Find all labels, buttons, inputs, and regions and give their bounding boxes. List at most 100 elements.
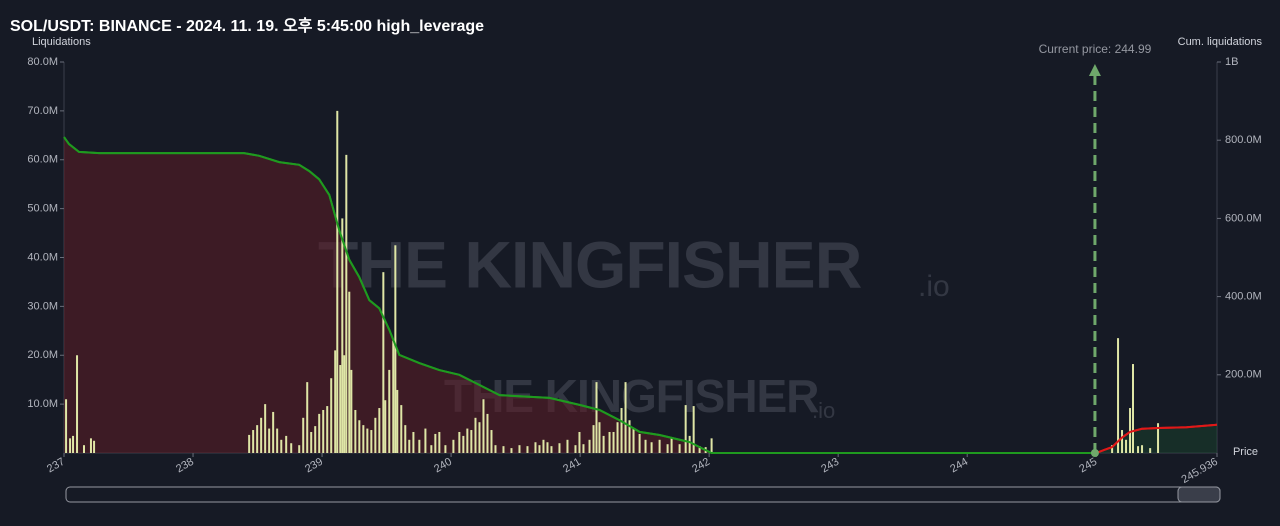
x-axis-label: Price xyxy=(1233,446,1258,458)
liquidation-bar xyxy=(538,445,541,453)
x-tick-label: 238 xyxy=(174,456,196,476)
liquidation-bar xyxy=(462,435,465,453)
cum-area xyxy=(64,137,1097,453)
liquidation-bar xyxy=(1149,448,1152,453)
y-tick-label: 50.0M xyxy=(27,203,58,215)
y-tick-label: 80.0M xyxy=(27,56,58,68)
liquidation-bar xyxy=(314,426,317,453)
liquidation-bar xyxy=(490,430,493,453)
liquidation-bar xyxy=(710,438,713,453)
liquidation-bar xyxy=(341,218,344,453)
liquidation-bar xyxy=(424,428,427,453)
liquidation-bar xyxy=(670,438,673,453)
liquidation-bar xyxy=(334,350,337,453)
liquidation-bar xyxy=(298,445,301,453)
liquidation-bar xyxy=(318,413,321,453)
liquidation-bar xyxy=(518,445,521,453)
liquidation-bar xyxy=(1117,338,1120,453)
liquidation-bar xyxy=(384,400,387,453)
liquidation-bar xyxy=(434,433,437,453)
liquidation-bar xyxy=(310,431,313,453)
watermark-suffix: .io xyxy=(812,398,835,423)
liquidation-bar xyxy=(358,420,361,453)
y2-axis-label: Cum. liquidations xyxy=(1178,36,1263,48)
liquidation-bar xyxy=(452,439,455,453)
liquidation-bar xyxy=(502,446,505,453)
y-tick-label: 70.0M xyxy=(27,105,58,117)
liquidation-bar xyxy=(632,428,635,453)
liquidation-bar xyxy=(1129,408,1132,453)
liquidation-bar xyxy=(612,431,615,453)
liquidation-bar xyxy=(374,417,377,453)
liquidation-bar xyxy=(256,425,259,453)
liquidation-bar xyxy=(322,409,325,453)
liquidation-bar xyxy=(362,425,365,453)
liquidation-bar xyxy=(616,422,619,453)
liquidation-bar xyxy=(598,422,601,453)
x-tick-label: 240 xyxy=(432,456,454,476)
liquidation-bar xyxy=(1121,430,1124,453)
liquidation-bar xyxy=(550,446,553,453)
chart-title: SOL/USDT: BINANCE - 2024. 11. 19. 오후 5:4… xyxy=(10,16,484,35)
liquidation-bar xyxy=(650,442,653,453)
liquidation-bar xyxy=(608,431,611,453)
liquidation-bar xyxy=(474,417,477,453)
liquidation-bar xyxy=(396,389,399,453)
liquidation-bar xyxy=(438,431,441,453)
scroll-track[interactable] xyxy=(65,486,1221,503)
liquidation-bar xyxy=(285,435,288,453)
liquidation-bar xyxy=(268,428,271,453)
liquidation-bar xyxy=(350,369,353,453)
liquidation-bar xyxy=(458,431,461,453)
liquidation-bar xyxy=(1157,423,1160,453)
scroll-handle[interactable] xyxy=(1177,486,1221,503)
liquidation-bar xyxy=(302,417,305,453)
y2-tick-label: 200.0M xyxy=(1225,369,1262,381)
y-tick-label: 30.0M xyxy=(27,300,58,312)
liquidation-bar xyxy=(534,442,537,453)
cum-line xyxy=(1095,423,1218,454)
liquidation-bar xyxy=(370,430,373,453)
y-axis-label: Liquidations xyxy=(32,36,91,48)
liquidation-bar xyxy=(1137,446,1140,453)
liquidation-bar xyxy=(276,428,279,453)
x-tick-label: 237 xyxy=(45,456,67,476)
liquidation-bar xyxy=(65,399,68,453)
liquidation-bar xyxy=(392,340,395,453)
x-tick-label: 244 xyxy=(948,456,970,476)
liquidation-bar xyxy=(620,408,623,453)
liquidation-bar xyxy=(339,365,342,453)
current-price-label: Current price: 244.99 xyxy=(1039,42,1152,56)
x-tick-label: 245 xyxy=(1077,456,1099,476)
liquidation-bar xyxy=(345,154,348,454)
liquidation-bar xyxy=(466,428,469,453)
liquidation-bar xyxy=(330,378,333,453)
liquidation-bar xyxy=(470,430,473,453)
liquidation-bar xyxy=(482,399,485,453)
liquidation-bar xyxy=(644,439,647,453)
liquidation-bar xyxy=(692,406,695,453)
liquidation-bar xyxy=(408,439,411,453)
x-tick-label: 245.936 xyxy=(1180,456,1220,486)
y2-tick-label: 400.0M xyxy=(1225,291,1262,303)
liquidation-bar xyxy=(76,355,79,453)
y-tick-label: 60.0M xyxy=(27,154,58,166)
liquidation-bar xyxy=(1111,445,1114,453)
liquidation-bar xyxy=(366,428,369,453)
liquidation-bar xyxy=(698,446,701,453)
liquidation-bar xyxy=(1132,364,1135,453)
y2-tick-label: 1B xyxy=(1225,56,1238,68)
liquidation-bar xyxy=(444,445,447,453)
watermark-text: THE KINGFISHER xyxy=(318,227,862,301)
liquidation-bar xyxy=(510,448,513,453)
scrollbar[interactable] xyxy=(65,486,1221,503)
liquidation-bar xyxy=(678,444,681,453)
liquidation-bar xyxy=(72,435,75,453)
liquidation-bar xyxy=(280,439,283,453)
liquidation-bar xyxy=(588,439,591,453)
liquidation-bar xyxy=(343,355,346,453)
liquidation-bar xyxy=(526,446,529,453)
liquidation-bar xyxy=(412,431,415,453)
liquidation-bar xyxy=(388,369,391,453)
liquidation-bar xyxy=(348,291,351,453)
